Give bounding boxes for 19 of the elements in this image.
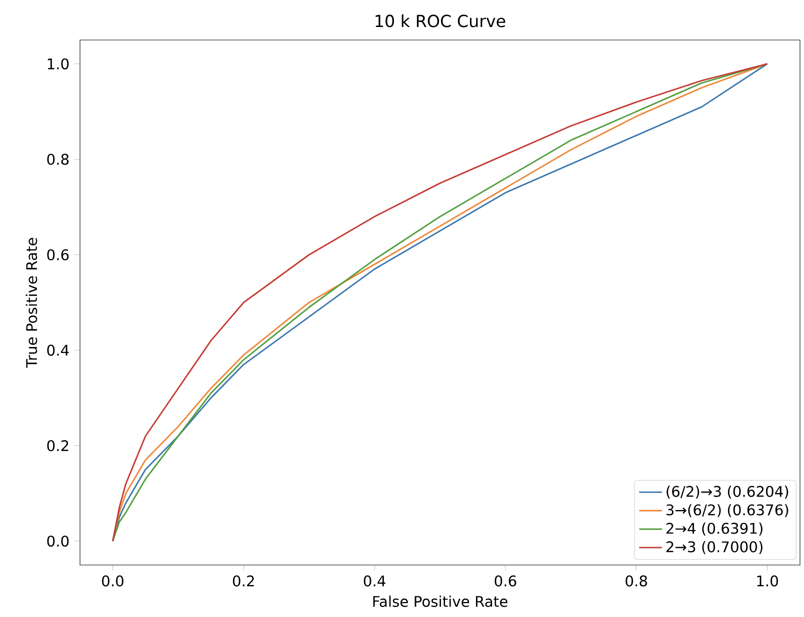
x-tick-label: 0.8: [626, 575, 648, 586]
legend-label: 2→3 (0.7000): [666, 541, 762, 554]
y-tick-label: 0.0: [47, 536, 69, 547]
x-tick-label: 0.0: [102, 575, 124, 586]
legend-label: (6/2)→3 (0.6204): [666, 486, 788, 499]
y-tick-label: 0.8: [47, 154, 69, 165]
y-tick-label: 1.0: [48, 58, 69, 70]
x-axis-title: False Positive Rate: [373, 596, 508, 607]
y-tick-label: 0.4: [47, 344, 69, 356]
x-tick-label: 0.6: [494, 575, 516, 586]
x-tick-label: 1.0: [757, 575, 778, 586]
chart-title: 10 k ROC Curve: [376, 14, 506, 28]
legend-label: 2→4 (0.6391): [666, 522, 762, 536]
y-tick-label: 0.2: [47, 440, 68, 452]
x-tick-label: 0.4: [364, 575, 386, 586]
y-tick-label: 0.6: [47, 249, 69, 260]
legend-label: 3→(6/2) (0.6376): [666, 504, 788, 518]
y-axis-title: True Positive Rate: [26, 238, 38, 368]
x-tick-label: 0.2: [232, 575, 254, 586]
